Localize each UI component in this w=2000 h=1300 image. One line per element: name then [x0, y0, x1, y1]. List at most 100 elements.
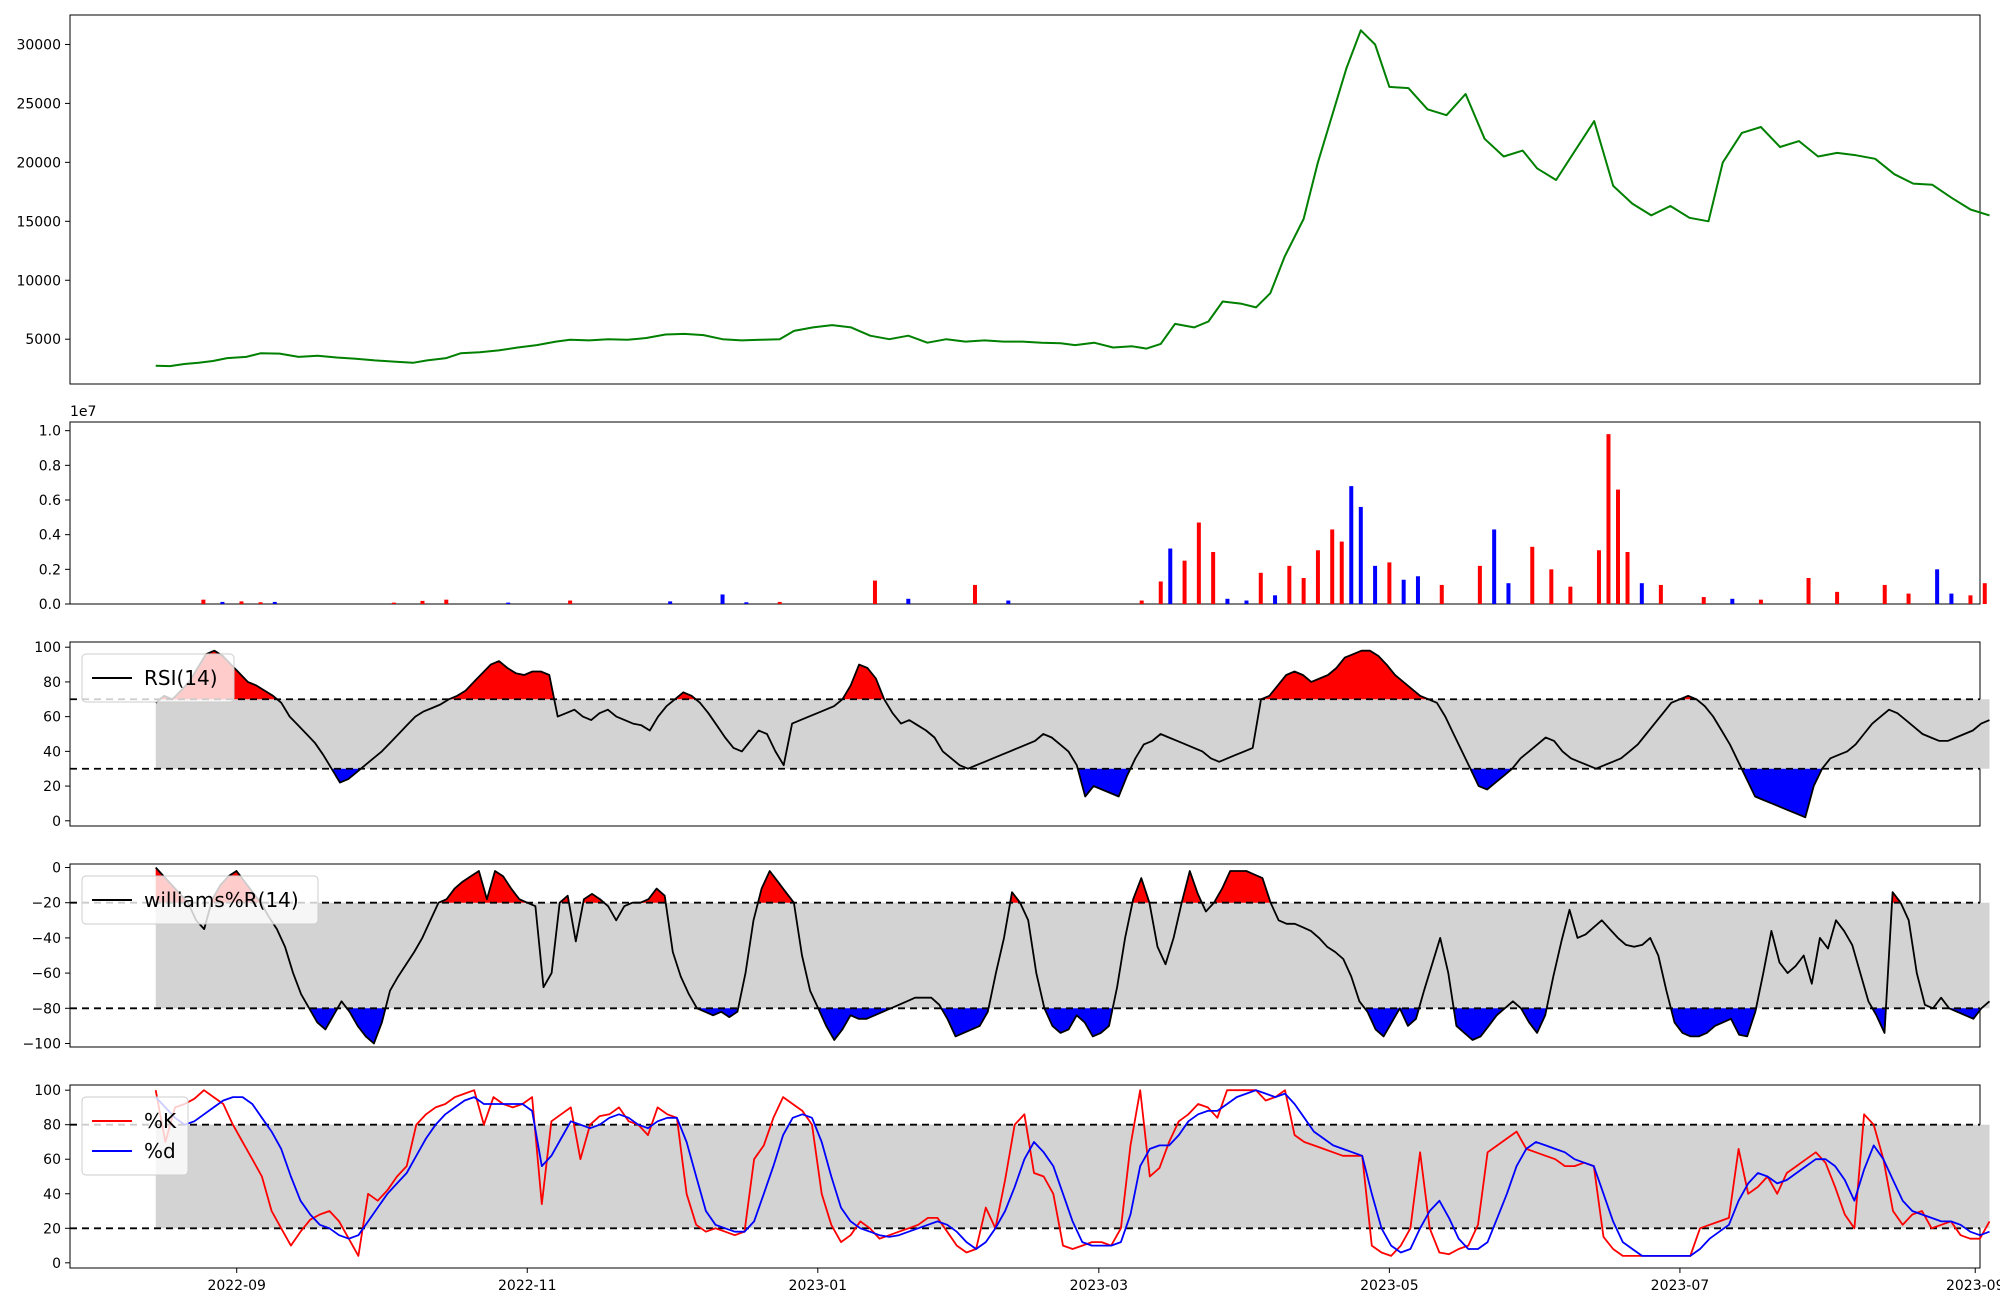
volume-bar	[1139, 600, 1144, 604]
volume-bar	[1006, 600, 1011, 604]
oversold-fill	[309, 1008, 1982, 1044]
volume-bar	[1606, 434, 1611, 604]
y-tick-label: −40	[31, 931, 61, 947]
y-tick-label: 10000	[16, 273, 61, 289]
overbought-fill	[159, 650, 1697, 700]
volume-bar	[1415, 576, 1420, 604]
x-tick-label: 2023-07	[1651, 1278, 1710, 1294]
volume-bar	[1330, 529, 1335, 604]
volume-bar	[220, 601, 225, 604]
y-tick-label: 0	[52, 814, 61, 830]
band-fill	[155, 902, 1990, 1009]
volume-bar	[1616, 489, 1621, 604]
volume-bar	[1439, 584, 1444, 604]
y-tick-label: 0.0	[39, 597, 61, 613]
y-tick-label: 0.8	[39, 458, 61, 474]
volume-bar	[1949, 593, 1954, 604]
y-tick-label: 25000	[16, 96, 61, 112]
volume-bar	[972, 584, 977, 604]
volume-bar	[1373, 565, 1378, 604]
y-tick-label: 0	[52, 1256, 61, 1272]
legend-box	[81, 875, 319, 925]
volume-bar	[777, 601, 782, 604]
volume-bar	[1387, 562, 1392, 604]
legend-label: %d	[144, 1139, 176, 1163]
volume-bar	[272, 601, 277, 604]
volume-bar	[1806, 578, 1811, 604]
volume-bar	[1225, 598, 1230, 604]
volume-bar	[1358, 506, 1363, 604]
legend-label: RSI(14)	[144, 666, 218, 690]
volume-bar	[1982, 583, 1987, 604]
y-tick-label: 15000	[16, 214, 61, 230]
volume-bar	[1701, 597, 1706, 604]
panel-frame-2	[69, 421, 1981, 605]
series-line-1	[155, 649, 1990, 819]
volume-bar	[1211, 552, 1216, 604]
volume-bar	[668, 601, 673, 604]
y-tick-label: −20	[31, 896, 61, 912]
volume-bar	[1968, 595, 1973, 604]
volume-bar	[1301, 578, 1306, 604]
volume-bar	[1882, 584, 1887, 604]
volume-bar	[1258, 572, 1263, 604]
price-line	[155, 29, 1990, 368]
y-tick-label: 60	[43, 710, 61, 726]
y-offset-label: 1e7	[70, 404, 96, 420]
volume-bar	[1625, 552, 1630, 604]
volume-bar	[444, 599, 449, 604]
volume-bar	[1196, 522, 1201, 604]
volume-bar	[1273, 595, 1278, 604]
x-tick-label: 2023-01	[789, 1278, 848, 1294]
volume-bar	[1530, 546, 1535, 604]
y-tick-label: 0	[52, 861, 61, 877]
series-line-1	[155, 866, 1991, 1045]
volume-bar	[1168, 548, 1173, 604]
y-tick-label: 5000	[25, 332, 61, 348]
volume-bar	[1835, 591, 1840, 604]
legend-label: williams%R(14)	[144, 888, 299, 912]
y-tick-label: 30000	[16, 37, 61, 53]
volume-bar	[1758, 599, 1763, 604]
y-tick-label: 80	[43, 1118, 61, 1134]
volume-bar	[506, 602, 511, 604]
volume-bar	[906, 598, 911, 604]
oversold-fill	[331, 768, 1823, 818]
y-tick-label: 20	[43, 1221, 61, 1237]
y-tick-label: 0.4	[39, 528, 61, 544]
volume-bar	[1158, 581, 1163, 604]
overbought-fill	[155, 867, 1901, 903]
volume-bar	[1596, 550, 1601, 604]
volume-bar	[391, 602, 396, 604]
y-tick-label: −100	[23, 1036, 61, 1052]
volume-bar	[420, 600, 425, 604]
volume-bar	[1730, 598, 1735, 604]
volume-bar	[1568, 586, 1573, 604]
volume-bar	[568, 600, 573, 604]
y-tick-label: 20	[43, 779, 61, 795]
x-tick-label: 2022-09	[207, 1278, 266, 1294]
x-tick-label: 2022-11	[498, 1278, 557, 1294]
legend-box	[81, 653, 235, 703]
x-tick-label: 2023-05	[1360, 1278, 1419, 1294]
volume-bar	[1639, 583, 1644, 604]
volume-bar	[1477, 565, 1482, 604]
volume-bar	[1401, 579, 1406, 604]
volume-bar	[1492, 529, 1497, 604]
y-tick-label: −80	[31, 1001, 61, 1017]
legend-label: %K	[144, 1109, 177, 1133]
y-tick-label: 20000	[16, 155, 61, 171]
volume-bar	[1506, 583, 1511, 604]
y-tick-label: 0.6	[39, 493, 61, 509]
volume-bar	[1658, 584, 1663, 604]
y-tick-label: 1.0	[39, 424, 61, 440]
legend-box	[81, 1096, 189, 1176]
volume-bar	[1315, 550, 1320, 604]
x-tick-label: 2023-09	[1946, 1278, 2000, 1294]
volume-bar	[1182, 560, 1187, 604]
volume-bar	[1244, 600, 1249, 604]
volume-bar	[1549, 569, 1554, 604]
y-tick-label: −60	[31, 966, 61, 982]
volume-bar	[1349, 486, 1354, 604]
